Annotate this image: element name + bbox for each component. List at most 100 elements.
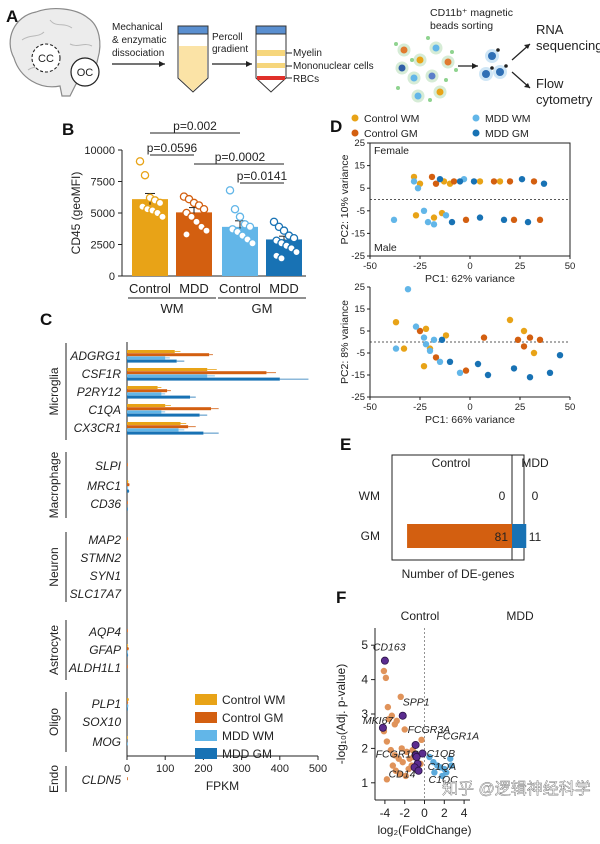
b-point-0-1 <box>140 170 150 180</box>
f-xtick-label-1: -2 <box>399 806 410 820</box>
tube-2 <box>255 25 287 93</box>
cell-nucleus-2 <box>432 44 440 52</box>
d-point-1-29 <box>484 371 492 379</box>
b-group-wm: WM <box>160 301 183 316</box>
f-labeled-point-6 <box>412 753 421 762</box>
b-point-1-4 <box>199 204 209 214</box>
f-point-2 <box>397 693 404 700</box>
d-point-1-13 <box>526 334 534 341</box>
d-ylabel-1: PC2: 8% variance <box>339 300 351 384</box>
c-group-label-0: Microglia <box>47 367 61 415</box>
f-point-21 <box>383 776 391 783</box>
f-gene-label-7: C1QA <box>428 761 457 773</box>
output-flow: Flow cytometry <box>536 76 593 107</box>
e-bar-control-1 <box>407 524 512 548</box>
d-point-0-31 <box>448 218 456 226</box>
c-bar-CX3CR1-0 <box>127 422 181 425</box>
d-point-1-18 <box>412 323 420 330</box>
c-gene-label-5-0: CLDN5 <box>82 773 122 787</box>
f-xtick-label-3: 2 <box>441 806 448 820</box>
c-bar-CX3CR1-3 <box>127 431 204 435</box>
f-xtick-label-2: 0 <box>421 806 428 820</box>
d-point-0-6 <box>412 212 420 219</box>
e-value-control-0: 0 <box>499 489 506 503</box>
d-point-1-10 <box>432 354 440 361</box>
c-bar-CSF1R-0 <box>127 368 208 371</box>
b-point-2-1 <box>230 204 240 214</box>
d-legend-dot-3 <box>472 129 480 137</box>
b-point-0-4 <box>155 198 165 208</box>
c-gene-label-3-2: ALDH1L1 <box>68 661 121 675</box>
c-legend-label-1: Control GM <box>222 711 283 725</box>
c-bar-C1QA-0 <box>127 404 166 407</box>
panel-a-workflow: CC OC Mechanical & enzymatic dissociatio… <box>9 7 600 107</box>
b-comparison-label-1: p=0.0596 <box>147 141 198 155</box>
c-bar-ALDH1L1-1 <box>127 665 128 669</box>
e-column-control: Control <box>432 456 471 470</box>
f-point-3 <box>384 703 392 711</box>
d-legend-label-2: MDD WM <box>485 113 531 125</box>
d-point-1-0 <box>392 319 400 326</box>
tube-1 <box>177 25 209 93</box>
f-labeled-point-0 <box>380 656 389 665</box>
d-ytick-label-1-2: -5 <box>357 348 365 359</box>
c-legend-swatch-1 <box>195 712 217 723</box>
f-labeled-point-9 <box>414 766 423 775</box>
step-sorting-line-1: CD11b⁺ magnetic <box>430 7 513 19</box>
c-bar-GFAP-1 <box>127 647 129 651</box>
d-point-0-29 <box>518 175 526 183</box>
f-point-10 <box>383 738 391 745</box>
f-xtick-label-4: 4 <box>461 806 468 820</box>
f-gene-label-0: CD163 <box>373 642 406 654</box>
f-point-38 <box>447 755 454 762</box>
d-legend-dot-2 <box>472 114 480 122</box>
d-point-0-19 <box>414 185 422 192</box>
d-point-0-0 <box>410 173 418 181</box>
f-gene-label-4: FCGR1A <box>437 731 480 743</box>
e-bar-mdd-1 <box>512 524 527 548</box>
d-xtick-label-0-4: 50 <box>565 261 576 272</box>
e-value-control-1: 81 <box>495 530 509 544</box>
c-xtick-label-4: 400 <box>271 763 289 775</box>
c-gene-label-2-3: SLC17A7 <box>70 587 123 601</box>
c-bar-MAP2-1 <box>127 537 128 541</box>
cell-nucleus-8 <box>414 92 422 100</box>
b-point-0-0 <box>135 157 145 166</box>
c-bar-CX3CR1-1 <box>127 425 189 429</box>
c-group-label-3: Astrocyte <box>47 625 61 675</box>
brain-illustration: CC OC <box>9 8 101 97</box>
c-bar-CLDN5-1 <box>127 777 128 781</box>
b-category-3: MDD <box>269 281 299 296</box>
c-xlabel: FPKM <box>206 779 239 793</box>
c-bar-C1QA-2 <box>127 410 162 414</box>
d-point-1-21 <box>426 347 434 354</box>
c-gene-label-1-2: CD36 <box>90 497 121 511</box>
f-point-35 <box>431 769 438 776</box>
d-point-0-4 <box>476 178 484 185</box>
cell-nucleus-1 <box>416 56 424 64</box>
b-point-3-2 <box>279 226 289 235</box>
d-xtick-label-0-0: -50 <box>363 261 377 272</box>
f-point-19 <box>396 771 403 778</box>
panel-label-d: D <box>330 117 342 136</box>
d-ytick-label-1-5: 25 <box>354 282 365 293</box>
d-point-1-14 <box>536 336 544 343</box>
d-xtick-label-0-2: 0 <box>467 261 472 272</box>
b-category-0: Control <box>129 281 171 296</box>
f-xtick-label-0: -4 <box>380 806 391 820</box>
d-point-1-15 <box>520 343 528 350</box>
panel-b-cd45-chart: 0 2500 5000 7500 10000 CD45 (geoMFI) Control MD… <box>69 119 306 316</box>
step-dissociation-line-2: & enzymatic <box>112 35 166 46</box>
cell-nucleus-0 <box>400 46 408 54</box>
c-legend-label-0: Control WM <box>222 693 285 707</box>
d-point-0-23 <box>442 212 450 219</box>
c-bar-PLP1-1 <box>127 701 128 705</box>
d-point-1-16 <box>462 367 470 374</box>
d-point-1-20 <box>422 341 430 348</box>
cell-nucleus-6 <box>398 64 406 72</box>
f-ytick-label-1: 2 <box>361 741 368 755</box>
d-legend-dot-0 <box>351 114 359 122</box>
d-point-0-5 <box>496 178 504 185</box>
f-xlabel: log₂(FoldChange) <box>377 823 471 837</box>
b-ytick-label-0: 0 <box>109 271 115 283</box>
